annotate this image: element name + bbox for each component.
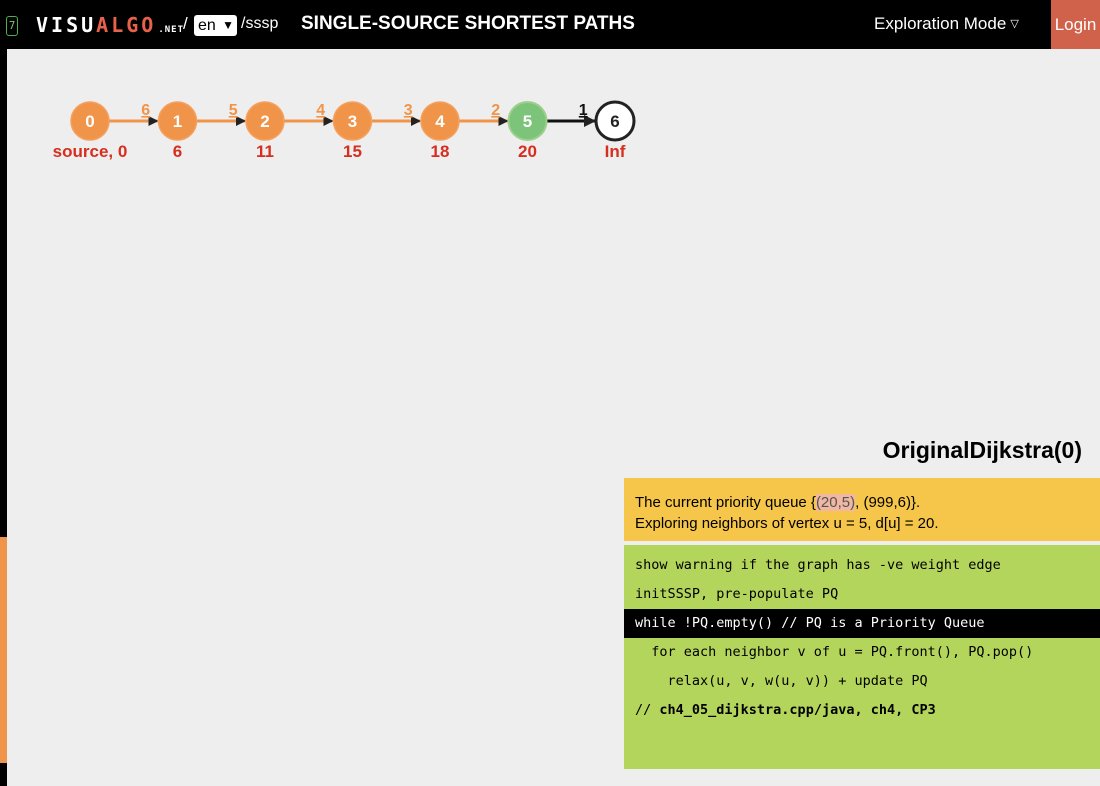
vertex-3[interactable] (332, 101, 373, 141)
status-line-1: The current priority queue {(20,5), (999… (635, 492, 1089, 513)
code-line-5: relax(u, v, w(u, v)) + update PQ (635, 673, 928, 689)
distance-label-0: source, 0 (53, 142, 128, 161)
distance-label-2: 11 (256, 142, 274, 161)
vertex-6[interactable] (594, 100, 636, 142)
path-separator: / (183, 14, 188, 33)
vertex-label-6: 6 (610, 112, 619, 131)
code-footer: // ch4_05_dijkstra.cpp/java, ch4, CP3 (624, 696, 1100, 725)
language-value: en (198, 17, 216, 34)
mode-label: Exploration Mode (874, 14, 1007, 33)
code-footer-comment: // (635, 702, 660, 718)
page-title: SINGLE-SOURCE SHORTEST PATHS (301, 13, 635, 34)
graph-canvas: 6 5 4 3 2 1 0 source, 0 1 6 2 11 3 15 4 18 5 20 6 Inf (53, 100, 636, 161)
left-sidebar-tab[interactable] (0, 537, 7, 763)
vertex-label-4: 4 (435, 112, 445, 131)
vertex-0[interactable] (70, 101, 110, 141)
distance-label-5: 20 (518, 142, 537, 161)
status-text-rest: , (999,6)}. (855, 494, 921, 511)
code-line-3: while !PQ.empty() // PQ is a Priority Qu… (624, 609, 1100, 638)
status-text-pre: The current priority queue { (635, 494, 816, 511)
vertex-label-2: 2 (260, 112, 269, 131)
visualgo-logo[interactable]: VISUALGO .NET (36, 13, 184, 37)
language-select[interactable]: en ▼ (194, 15, 237, 36)
chevron-down-icon: ▼ (222, 18, 234, 32)
distance-label-4: 18 (431, 142, 450, 161)
pseudocode-panel: show warning if the graph has -ve weight… (624, 545, 1100, 769)
status-line-2: Exploring neighbors of vertex u = 5, d[u… (635, 515, 939, 532)
logo-main: VISU (36, 13, 97, 37)
login-button[interactable]: Login (1051, 0, 1100, 49)
code-line-2: initSSSP, pre-populate PQ (635, 586, 839, 602)
distance-label-3: 15 (343, 142, 362, 161)
logo-suffix: .NET (158, 25, 185, 35)
edge-weight-5-6: 1 (579, 102, 588, 119)
vertex-5[interactable] (507, 101, 548, 141)
algorithm-title: OriginalDijkstra(0) (882, 437, 1082, 463)
exploration-mode-dropdown[interactable]: Exploration Mode ▽ (874, 14, 1019, 34)
top-navbar: 7 VISUALGO .NET / en ▼ /sssp SINGLE-SOURCE… (0, 0, 1100, 49)
vertex-label-3: 3 (348, 112, 357, 131)
code-line-4: for each neighbor v of u = PQ.front(), P… (635, 644, 1034, 660)
vertex-label-1: 1 (173, 112, 182, 131)
vertex-2[interactable] (245, 101, 285, 141)
edges-layer: 6 5 4 3 2 1 (109, 102, 596, 127)
vertex-1[interactable] (157, 101, 198, 141)
pq-head-highlight: (20,5) (815, 494, 856, 511)
edge-weight-3-4: 3 (404, 102, 413, 119)
vertex-label-5: 5 (523, 112, 532, 131)
status-panel: The current priority queue {(20,5), (999… (624, 478, 1100, 541)
code-line-1: show warning if the graph has -ve weight… (635, 557, 1001, 573)
distance-label-1: 6 (173, 142, 182, 161)
caret-down-icon: ▽ (1010, 18, 1019, 30)
distance-label-6: Inf (605, 142, 626, 161)
edge-weight-0-1: 6 (141, 102, 150, 119)
code-footer-ref: ch4_05_dijkstra.cpp/java, ch4, CP3 (659, 702, 936, 718)
vertex-label-0: 0 (85, 112, 94, 131)
menu-icon[interactable]: 7 (6, 16, 18, 36)
url-path: /sssp (241, 15, 279, 32)
left-sidebar-edge (0, 49, 7, 786)
edge-weight-4-5: 2 (491, 102, 500, 119)
vertex-4[interactable] (420, 101, 460, 141)
edge-weight-2-3: 4 (316, 102, 325, 119)
logo-accent: ALGO (96, 13, 157, 37)
edge-weight-1-2: 5 (229, 102, 238, 119)
